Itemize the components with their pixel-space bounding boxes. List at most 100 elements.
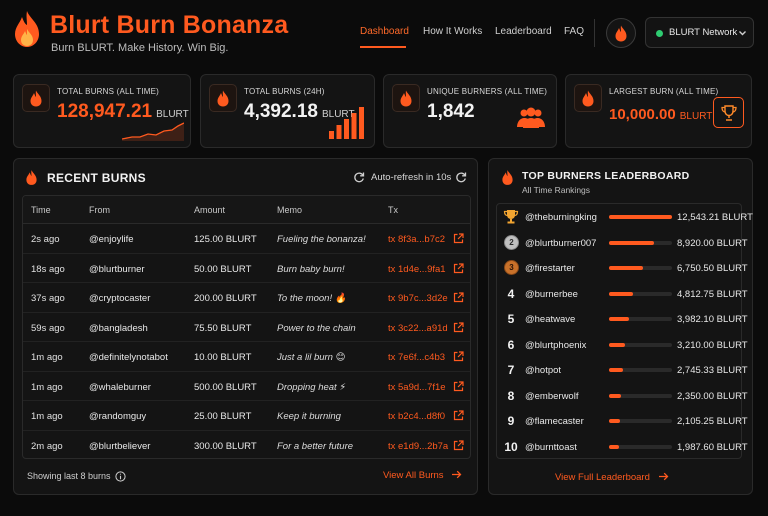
burn-from[interactable]: @cryptocaster <box>89 293 151 304</box>
external-link-icon[interactable] <box>453 292 464 303</box>
burn-amount: 50.00 BLURT <box>194 263 252 275</box>
leaderboard-row[interactable]: 5 @heatwave 3,982.10 BLURT <box>497 306 748 333</box>
header-divider <box>594 19 595 47</box>
table-row: 1m ago @randomguy 25.00 BLURT Keep it burni… <box>23 401 470 431</box>
burn-from[interactable]: @blurtbeliever <box>89 440 151 452</box>
burn-from[interactable]: @blurtburner <box>89 263 145 275</box>
burn-share-bar-fill <box>609 317 629 321</box>
rank-number: 5 <box>507 312 515 326</box>
info-icon[interactable] <box>115 471 126 482</box>
leaderboard-row[interactable]: 2 @blurtburner007 8,920.00 BLURT <box>497 230 748 257</box>
burn-share-bar <box>609 444 672 449</box>
table-row: 1m ago @definitelynotabot 10.00 BLURT Just … <box>23 342 470 372</box>
burn-share-bar <box>609 393 672 398</box>
burn-share-bar-fill <box>609 368 623 372</box>
burn-time: 59s ago <box>31 322 65 334</box>
recent-burns-table: Time From Amount Memo Tx 2s ago @enjoylif… <box>22 195 471 459</box>
leaderboard-row[interactable]: 9 @flamecaster 2,105.25 BLURT <box>497 408 748 435</box>
app-title: Blurt Burn Bonanza <box>50 11 289 39</box>
nav-dashboard[interactable]: Dashboard <box>360 26 409 37</box>
stat-card-unique-burners: UNIQUE BURNERS (ALL TIME) 1,842 <box>383 74 557 148</box>
burn-share-bar <box>609 215 672 219</box>
burner-name: @emberwolf <box>525 390 579 402</box>
stat-label: TOTAL BURNS (24H) <box>244 87 325 96</box>
burner-amount: 6,750.50 BLURT <box>677 263 748 274</box>
burn-share-bar-fill <box>609 444 619 449</box>
burn-memo: Fueling the bonanza! <box>277 234 366 245</box>
burn-from[interactable]: @bangladesh <box>89 322 148 334</box>
burn-memo: Just a lil burn 😊 <box>277 352 346 363</box>
leaderboard-row[interactable]: 6 @blurtphoenix 3,210.00 BLURT <box>497 332 748 359</box>
table-row: 2s ago @enjoylife 125.00 BLURT Fueling the … <box>23 224 470 254</box>
external-link-icon[interactable] <box>453 321 464 333</box>
arrow-right-icon <box>452 470 462 479</box>
column-header-from: From <box>89 205 110 215</box>
view-all-burns-link[interactable]: View All Burns <box>383 470 462 481</box>
burn-tx-link[interactable]: tx 8f3a...b7c2 <box>388 234 446 245</box>
leaderboard-row[interactable]: 3 @firestarter 6,750.50 BLURT <box>497 255 748 282</box>
leaderboard-row[interactable]: 10 @burnttoast 1,987.60 BLURT <box>497 434 747 461</box>
app-tagline: Burn BLURT. Make History. Win Big. <box>51 42 229 54</box>
flame-button[interactable] <box>606 18 636 48</box>
leaderboard-row[interactable]: 7 @hotpot 2,745.33 BLURT <box>497 357 748 384</box>
stat-value: 10,000.00 BLURT <box>609 106 713 123</box>
burn-from[interactable]: @enjoylife <box>89 234 134 245</box>
burn-amount: 10.00 BLURT <box>194 352 252 363</box>
stat-value: 4,392.18 BLURT <box>244 101 355 122</box>
burn-share-bar-fill <box>609 342 626 347</box>
external-link-icon[interactable] <box>453 351 464 362</box>
burn-share-bar-fill <box>609 393 621 398</box>
burn-share-bar <box>609 240 672 245</box>
burn-memo: Burn baby burn! <box>277 263 345 275</box>
stat-card-total-burns: TOTAL BURNS (ALL TIME) 128,947.21 BLURT <box>13 74 191 148</box>
external-link-icon[interactable] <box>453 410 464 421</box>
flame-icon <box>26 170 37 185</box>
burn-memo: Keep it burning <box>277 411 341 422</box>
refresh-button-icon[interactable] <box>455 171 467 183</box>
nav-faq[interactable]: FAQ <box>564 26 585 37</box>
external-link-icon[interactable] <box>453 380 464 392</box>
burner-name: @flamecaster <box>525 416 584 427</box>
burn-share-bar <box>609 342 672 347</box>
recent-burns-title: RECENT BURNS <box>47 171 146 185</box>
burn-from[interactable]: @definitelynotabot <box>89 352 168 363</box>
stat-value: 1,842 <box>427 101 475 122</box>
external-link-icon[interactable] <box>453 233 464 244</box>
burn-tx-link[interactable]: tx 5a9d...7f1e <box>388 381 446 393</box>
leaderboard-row[interactable]: 4 @burnerbee 4,812.75 BLURT <box>497 281 748 308</box>
nav-leaderboard[interactable]: Leaderboard <box>495 26 552 37</box>
external-link-icon[interactable] <box>453 262 464 274</box>
burn-tx-link[interactable]: tx 3c22...a91d <box>388 322 448 334</box>
burner-name: @hotpot <box>525 365 562 376</box>
burn-tx-link[interactable]: tx 9b7c...3d2e <box>388 293 448 304</box>
burn-tx-link[interactable]: tx b2c4...d8f0 <box>388 411 446 422</box>
table-row: 59s ago @bangladesh 75.50 BLURT Power to th… <box>23 313 470 342</box>
burn-from[interactable]: @randomguy <box>89 411 147 422</box>
burn-tx-link[interactable]: tx 1d4e...9fa1 <box>388 263 446 275</box>
flame-logo-icon <box>15 11 39 47</box>
burner-amount: 3,210.00 BLURT <box>677 339 748 351</box>
burn-memo: To the moon! 🔥 <box>277 293 347 304</box>
burn-from[interactable]: @whaleburner <box>89 381 151 393</box>
burn-tx-link[interactable]: tx e1d9...2b7a <box>388 440 449 452</box>
rank-number: 4 <box>507 286 515 301</box>
burn-time: 1m ago <box>31 381 63 393</box>
external-link-icon[interactable] <box>453 439 464 451</box>
burner-name: @blurtburner007 <box>525 237 597 249</box>
leaderboard-subtitle: All Time Rankings <box>522 185 591 195</box>
bar-growth-icon <box>329 107 364 139</box>
stat-label: TOTAL BURNS (ALL TIME) <box>57 87 160 96</box>
nav-how-it-works[interactable]: How It Works <box>423 26 483 37</box>
burner-amount: 3,982.10 BLURT <box>677 314 748 325</box>
table-row: 1m ago @whaleburner 500.00 BLURT Dropping h… <box>23 372 470 401</box>
burner-name: @theburningking <box>525 212 597 223</box>
rank-number: 8 <box>507 388 515 403</box>
trophy-icon <box>713 97 744 128</box>
view-full-leaderboard-link[interactable]: View Full Leaderboard <box>555 472 669 483</box>
burn-amount: 200.00 BLURT <box>194 293 257 304</box>
burn-tx-link[interactable]: tx 7e6f...c4b3 <box>388 352 446 363</box>
leaderboard-row[interactable]: 8 @emberwolf 2,350.00 BLURT <box>497 383 748 410</box>
network-selector[interactable]: BLURT Network <box>645 17 754 48</box>
